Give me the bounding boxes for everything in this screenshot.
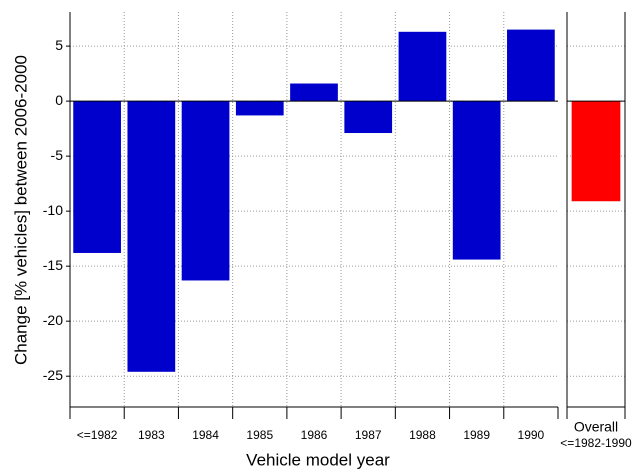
bar [571,101,621,202]
bar [507,29,555,102]
x-tick-label: 1983 [138,428,165,442]
bar [344,101,393,134]
x-tick-label: 1990 [518,428,545,442]
bar [398,31,447,102]
bar [127,101,176,372]
y-tick-label: -5 [51,147,64,163]
y-tick-label: -25 [43,367,63,383]
x-tick-label: 1986 [301,428,328,442]
y-tick-label: -20 [43,312,63,328]
x-tick-label: 1984 [192,428,219,442]
x-tick-label: <=1982 [77,428,118,442]
x-tick-label: Overall [574,419,618,435]
x-tick-label: 1987 [355,428,382,442]
bar [235,101,284,116]
x-axis-title: Vehicle model year [246,450,390,469]
y-tick-label: -15 [43,257,63,273]
x-tick-label: 1989 [463,428,490,442]
bar [290,83,338,102]
y-tick-label: 0 [55,92,63,108]
bar [181,101,230,281]
y-axis-title: Change [% vehicles] between 2006-2000 [11,55,30,365]
y-tick-label: -10 [43,202,63,218]
bar [73,101,121,253]
x-tick-label: 1988 [409,428,436,442]
y-tick-label: 5 [55,37,63,53]
bar [452,101,501,260]
x-tick-label: 1985 [246,428,273,442]
x-tick-sublabel: <=1982-1990 [560,436,632,450]
